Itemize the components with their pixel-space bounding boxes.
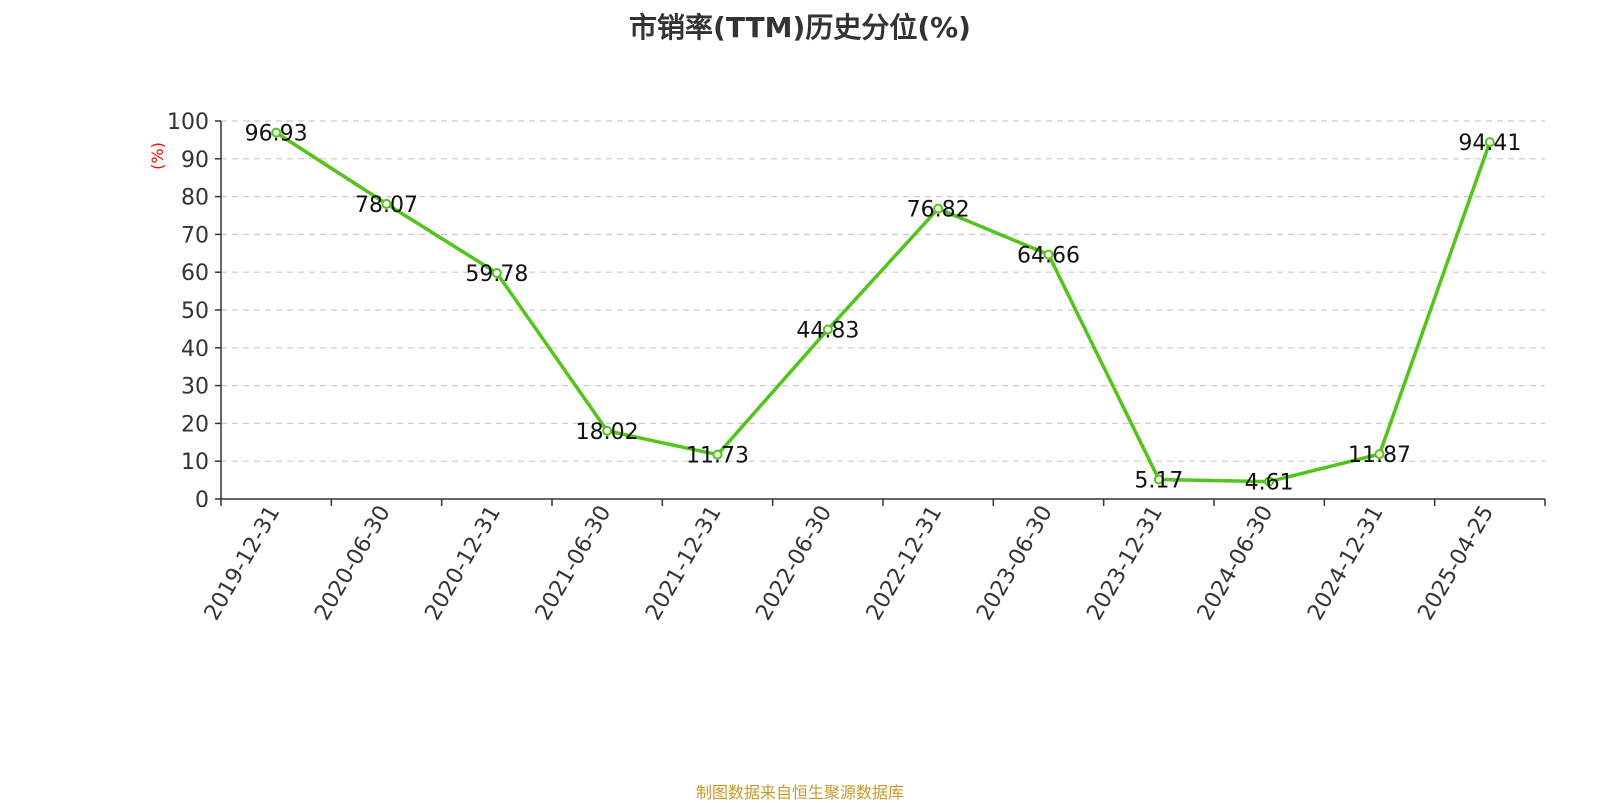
data-point [602,425,613,436]
x-tick-label: 2020-12-31 [420,502,506,625]
y-axis-label: (%) [148,142,167,170]
data-point [1374,449,1385,460]
x-tick-label: 2023-12-31 [1082,502,1168,625]
data-label: 59.78 [465,262,528,287]
y-tick-label: 10 [181,450,209,475]
x-tick-label: 2021-12-31 [641,502,727,625]
data-label: 11.87 [1348,443,1411,468]
y-tick-label: 70 [181,223,209,248]
data-point [1043,249,1054,260]
data-point [712,449,723,460]
data-label: 4.61 [1245,471,1294,496]
data-point [271,127,282,138]
chart-title: 市销率(TTM)历史分位(%) [629,11,971,44]
data-point [1484,137,1495,148]
y-tick-label: 100 [167,110,209,135]
data-labels: 96.93 78.07 59.78 18.02 11.73 44.83 76.82 64.66… [245,122,1522,496]
data-point [381,198,392,209]
data-label: 78.07 [355,193,418,218]
y-tick-label: 50 [181,299,209,324]
y-tick-label: 20 [181,412,209,437]
x-tick-label: 2022-12-31 [862,502,948,625]
x-tick-label: 2021-06-30 [531,502,617,625]
data-label: 76.82 [907,198,970,223]
y-tick-label: 90 [181,148,209,173]
x-tick-label: 2019-12-31 [200,502,286,625]
data-label: 18.02 [576,420,639,445]
data-label: 11.73 [686,444,749,469]
y-tick-label: 40 [181,337,209,362]
data-point [822,324,833,335]
y-tick-label: 0 [195,488,209,513]
x-tick-label: 2024-12-31 [1303,502,1389,625]
series [271,127,1495,487]
data-point [491,268,502,279]
data-label: 64.66 [1017,244,1080,269]
data-point [933,203,944,214]
data-label: 96.93 [245,122,308,147]
x-tick-label: 2025-04-25 [1413,502,1499,625]
x-tick-label: 2023-06-30 [972,502,1058,625]
x-tick-label: 2024-06-30 [1193,502,1279,625]
data-label: 44.83 [796,319,859,344]
data-point [1153,474,1164,485]
x-tick-label: 2022-06-30 [751,502,837,625]
grid-lines [221,120,1545,462]
y-tick-label: 30 [181,375,209,400]
axes: 0 10 20 30 40 50 60 70 80 90 100 2019-12-31 2020-06-… [167,110,1546,625]
y-tick-label: 80 [181,186,209,211]
data-point [1264,476,1275,487]
source-note: 制图数据来自恒生聚源数据库 [695,783,904,802]
y-tick-label: 60 [181,261,209,286]
x-tick-label: 2020-06-30 [310,502,396,625]
data-label: 5.17 [1134,468,1183,493]
data-label: 94.41 [1458,131,1521,156]
series-line [275,131,1492,484]
